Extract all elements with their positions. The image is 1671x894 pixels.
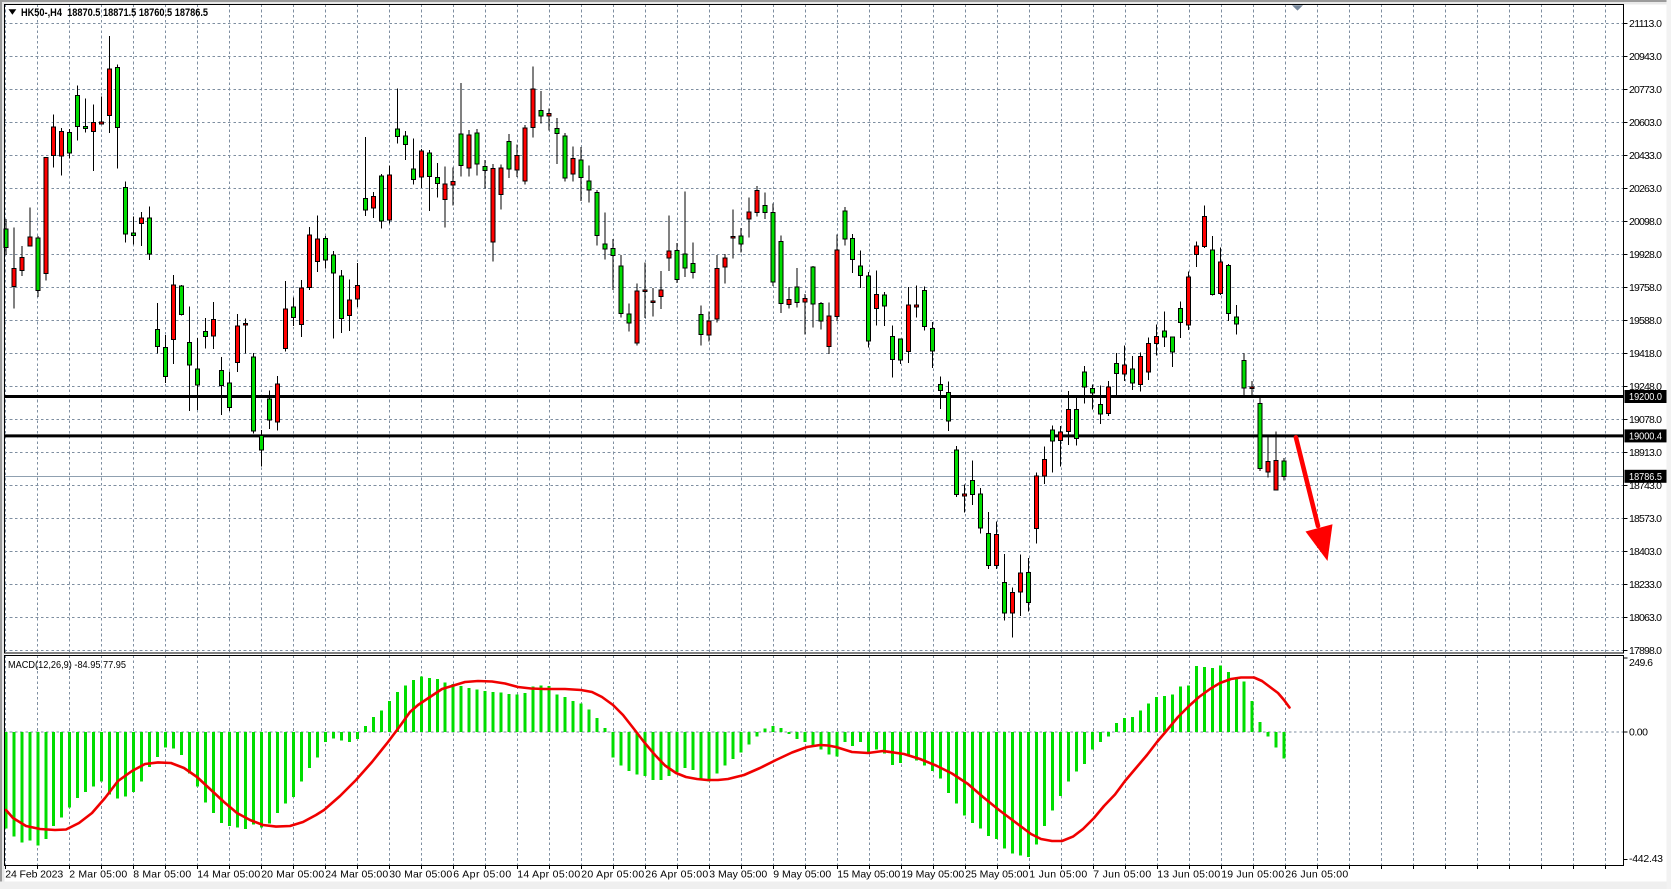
svg-text:24 Mar 05:00: 24 Mar 05:00 [325,869,388,881]
svg-text:14 Mar 05:00: 14 Mar 05:00 [197,869,260,881]
svg-text:24 Feb 2023: 24 Feb 2023 [5,869,63,881]
svg-text:19418.0: 19418.0 [1629,348,1662,360]
svg-text:0.00: 0.00 [1629,727,1648,739]
svg-text:18233.0: 18233.0 [1629,579,1662,591]
svg-text:20263.0: 20263.0 [1629,183,1662,195]
svg-text:20 Apr 05:00: 20 Apr 05:00 [581,869,644,881]
svg-text:19588.0: 19588.0 [1629,315,1662,327]
svg-text:6 Apr 05:00: 6 Apr 05:00 [453,869,511,881]
svg-text:20098.0: 20098.0 [1629,216,1662,228]
svg-text:249.6: 249.6 [1629,657,1653,669]
svg-text:19000.4: 19000.4 [1629,430,1662,442]
svg-text:7 Jun 05:00: 7 Jun 05:00 [1093,869,1151,881]
svg-text:18913.0: 18913.0 [1629,447,1662,459]
svg-text:19 May 05:00: 19 May 05:00 [901,869,964,881]
svg-text:19758.0: 19758.0 [1629,282,1662,294]
svg-text:15 May 05:00: 15 May 05:00 [837,869,900,881]
svg-text:9 May 05:00: 9 May 05:00 [773,869,831,881]
svg-text:20433.0: 20433.0 [1629,150,1662,162]
svg-text:18403.0: 18403.0 [1629,546,1662,558]
svg-text:2 Mar 05:00: 2 Mar 05:00 [69,869,127,881]
svg-text:19200.0: 19200.0 [1629,391,1662,403]
svg-text:1 Jun 05:00: 1 Jun 05:00 [1029,869,1087,881]
svg-text:20773.0: 20773.0 [1629,84,1662,96]
svg-text:21113.0: 21113.0 [1629,18,1662,30]
svg-text:25 May 05:00: 25 May 05:00 [965,869,1028,881]
svg-text:14 Apr 05:00: 14 Apr 05:00 [517,869,580,881]
svg-text:19928.0: 19928.0 [1629,249,1662,261]
svg-text:13 Jun 05:00: 13 Jun 05:00 [1157,869,1220,881]
svg-text:17898.0: 17898.0 [1629,645,1662,657]
svg-text:30 Mar 05:00: 30 Mar 05:00 [389,869,452,881]
svg-text:MACD(12,26,9) -84.95 77.95: MACD(12,26,9) -84.95 77.95 [8,659,126,671]
svg-text:26 Apr 05:00: 26 Apr 05:00 [645,869,708,881]
svg-text:HK50-,H4 18870.5 18871.5 1876: HK50-,H4 18870.5 18871.5 18760.5 18786.5 [21,7,208,19]
svg-text:20943.0: 20943.0 [1629,51,1662,63]
svg-text:18786.5: 18786.5 [1629,471,1662,483]
svg-text:20603.0: 20603.0 [1629,117,1662,129]
svg-text:18573.0: 18573.0 [1629,513,1662,525]
svg-text:18063.0: 18063.0 [1629,612,1662,624]
svg-text:3 May 05:00: 3 May 05:00 [709,869,767,881]
svg-text:19 Jun 05:00: 19 Jun 05:00 [1221,869,1284,881]
svg-text:-442.43: -442.43 [1629,853,1663,865]
svg-text:26 Jun 05:00: 26 Jun 05:00 [1285,869,1348,881]
svg-text:20 Mar 05:00: 20 Mar 05:00 [261,869,324,881]
svg-text:19078.0: 19078.0 [1629,414,1662,426]
svg-text:8 Mar 05:00: 8 Mar 05:00 [133,869,191,881]
